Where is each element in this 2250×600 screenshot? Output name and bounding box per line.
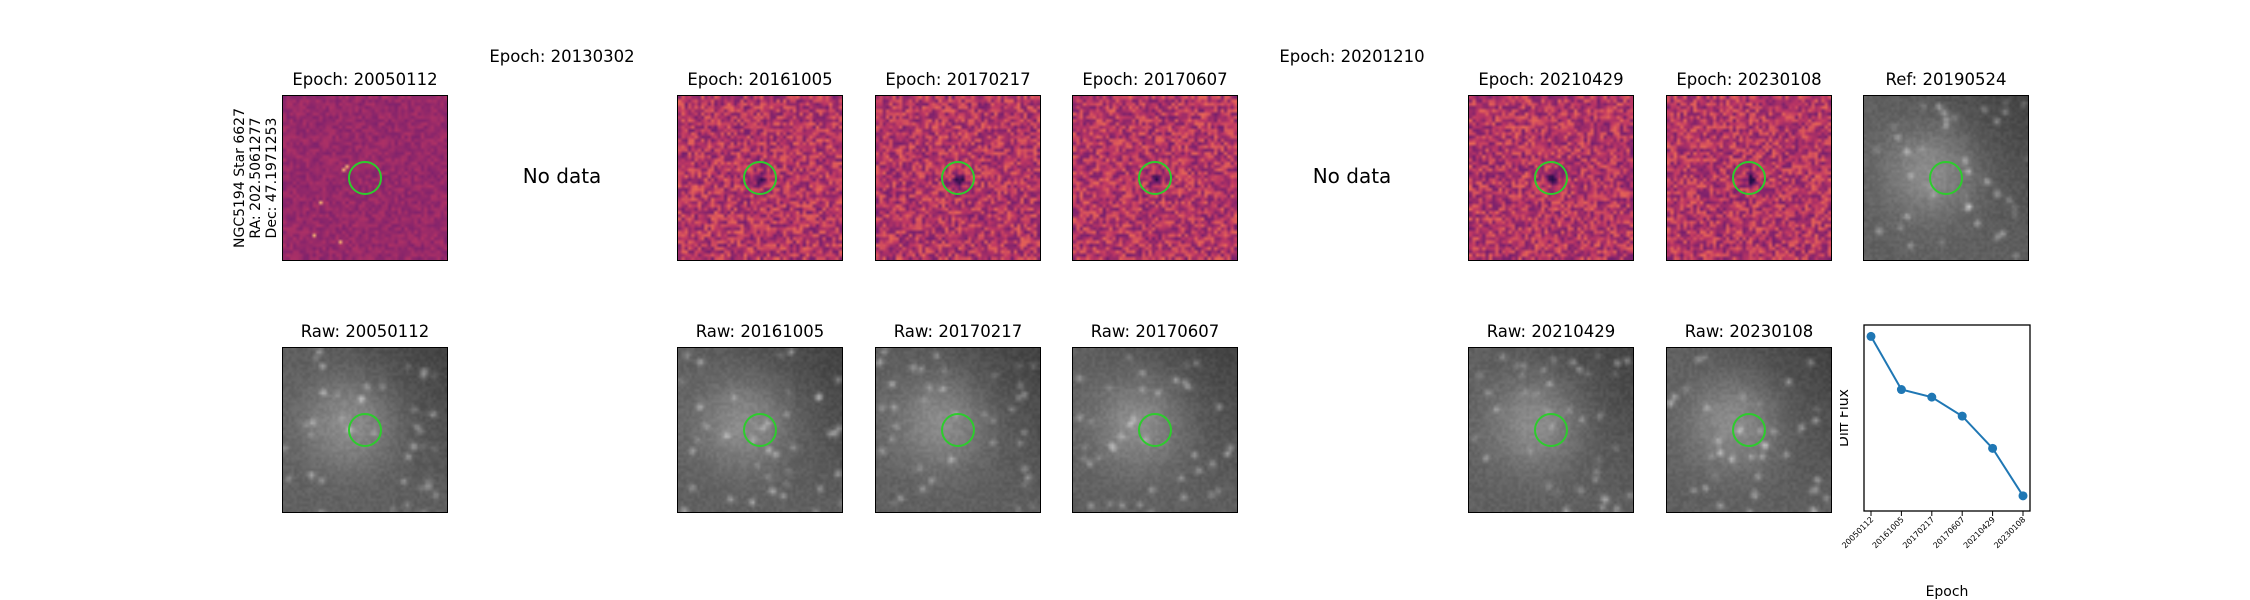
- target-circle: [1732, 161, 1766, 195]
- data-point-20170217: [1927, 392, 1937, 402]
- object-name: NGC5194 Star 6627: [232, 108, 248, 248]
- raw-image-panel: [677, 347, 843, 513]
- target-circle: [941, 413, 975, 447]
- data-point-20230108: [2018, 491, 2028, 501]
- target-circle: [348, 413, 382, 447]
- no-data-message: No data: [522, 164, 602, 188]
- panel-title: Raw: 20170217: [893, 322, 1023, 341]
- target-circle: [743, 161, 777, 195]
- x-axis-label: Epoch: [1926, 584, 1969, 600]
- panel-title: Raw: 20161005: [695, 322, 825, 341]
- target-circle: [1534, 161, 1568, 195]
- data-point-20210429: [1988, 443, 1998, 453]
- panel-title: Raw: 20170607: [1090, 322, 1220, 341]
- target-circle: [1929, 161, 1963, 195]
- raw-image-panel: [875, 347, 1041, 513]
- series-line: [1870, 335, 2024, 497]
- x-tick-label: 20230108: [1992, 515, 2027, 550]
- x-tick-label: 20170607: [1931, 515, 1966, 550]
- raw-image-panel: [282, 347, 448, 513]
- target-circle: [1138, 413, 1172, 447]
- target-circle: [348, 161, 382, 195]
- object-dec: Dec: 47.1971253: [264, 117, 280, 239]
- panel-title: Raw: 20050112: [300, 322, 430, 341]
- diff-image-panel: [1666, 95, 1832, 261]
- y-axis-label: Diff Flux: [1840, 389, 1852, 447]
- panel-title: Epoch: 20210429: [1478, 70, 1624, 89]
- target-circle: [1534, 413, 1568, 447]
- panel-title: Epoch: 20230108: [1676, 70, 1822, 89]
- panel-title: Raw: 20210429: [1486, 322, 1616, 341]
- target-circle: [1732, 413, 1766, 447]
- x-tick-label: 20170217: [1901, 515, 1936, 550]
- diff-image-panel: [282, 95, 448, 261]
- diff-image-panel: [875, 95, 1041, 261]
- diff-image-panel: [1468, 95, 1634, 261]
- panel-title: Epoch: 20130302: [489, 47, 635, 66]
- panel-title: Ref: 20190524: [1885, 70, 2007, 89]
- target-circle: [941, 161, 975, 195]
- raw-image-panel: [1666, 347, 1832, 513]
- target-circle: [743, 413, 777, 447]
- raw-image-panel: [1468, 347, 1634, 513]
- light-curve-chart: 2005011220161005201702172017060720210429…: [1840, 324, 2031, 600]
- diff-image-panel: [1072, 95, 1238, 261]
- panel-title: Epoch: 20201210: [1279, 47, 1425, 66]
- data-point-20161005: [1896, 385, 1906, 395]
- target-circle: [1138, 161, 1172, 195]
- x-tick-label: 20161005: [1871, 515, 1906, 550]
- x-tick-label: 20050112: [1840, 515, 1875, 550]
- no-data-message: No data: [1312, 164, 1392, 188]
- data-point-20170607: [1957, 411, 1967, 421]
- diff-image-panel: [677, 95, 843, 261]
- raw-image-panel: [1072, 347, 1238, 513]
- panel-title: Epoch: 20050112: [292, 70, 438, 89]
- panel-title: Epoch: 20161005: [687, 70, 833, 89]
- panel-title: Raw: 20230108: [1684, 322, 1814, 341]
- reference-image-panel: [1863, 95, 2029, 261]
- panel-title: Epoch: 20170607: [1082, 70, 1228, 89]
- x-tick-label: 20210429: [1962, 515, 1997, 550]
- plot-frame: [1863, 324, 2031, 512]
- panel-title: Epoch: 20170217: [885, 70, 1031, 89]
- object-ra: RA: 202.5061277: [248, 117, 264, 239]
- data-point-20050112: [1866, 331, 1876, 341]
